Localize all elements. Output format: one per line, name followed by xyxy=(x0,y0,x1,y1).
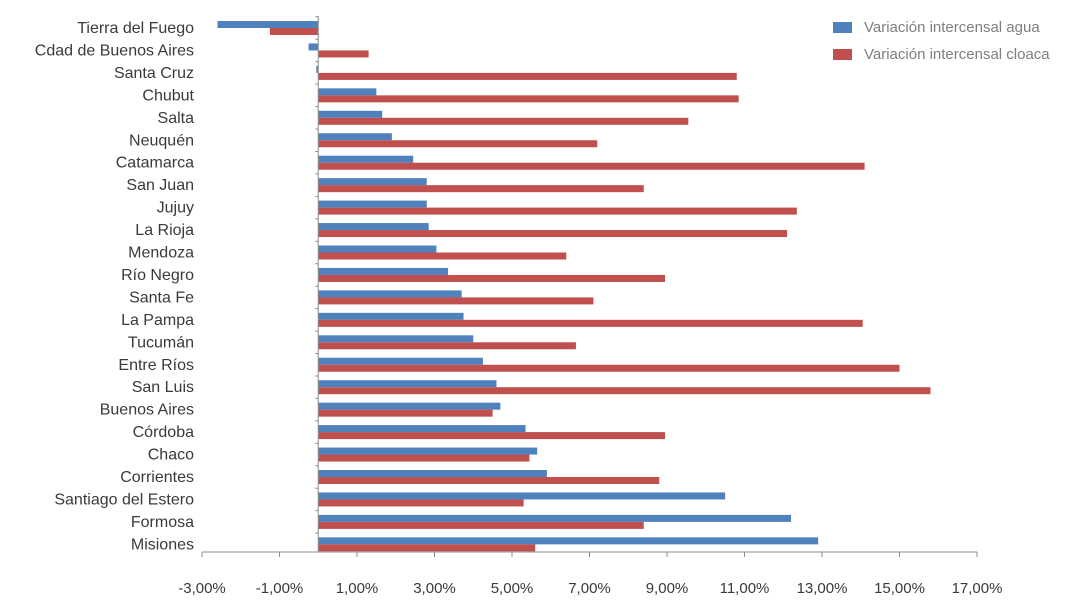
bar-agua-16 xyxy=(318,380,497,388)
bar-agua-1 xyxy=(308,43,319,51)
bar-cloaca-12 xyxy=(318,297,594,305)
bar-cloaca-20 xyxy=(318,477,660,484)
x-tick-label: 11,00% xyxy=(720,580,770,597)
category-label: Tucumán xyxy=(128,334,194,351)
bar-agua-0 xyxy=(217,21,319,28)
bar-cloaca-18 xyxy=(318,432,666,440)
bar-agua-20 xyxy=(318,470,547,477)
category-label: Tierra del Fuego xyxy=(77,20,194,37)
bar-cloaca-14 xyxy=(318,342,576,350)
category-label: San Juan xyxy=(126,177,194,194)
bars-group xyxy=(217,21,931,552)
legend: Variación intercensal agua Variación inte… xyxy=(833,19,1050,63)
bar-cloaca-7 xyxy=(318,185,644,193)
bar-agua-14 xyxy=(318,335,474,343)
category-label: Chaco xyxy=(148,447,194,464)
bar-agua-15 xyxy=(318,357,483,365)
bar-cloaca-0 xyxy=(269,28,319,35)
bar-agua-3 xyxy=(318,88,377,96)
bar-agua-7 xyxy=(318,178,427,186)
bar-cloaca-16 xyxy=(318,387,931,395)
category-label: Neuquén xyxy=(129,132,194,149)
category-label: Misiones xyxy=(131,536,194,553)
bar-cloaca-21 xyxy=(318,499,524,507)
bar-agua-23 xyxy=(318,537,819,545)
category-label: Santiago del Estero xyxy=(54,491,194,508)
category-label: San Luis xyxy=(132,379,194,396)
bar-cloaca-10 xyxy=(318,252,567,260)
bar-agua-2 xyxy=(316,65,319,73)
x-tick-label: -3,00% xyxy=(178,580,226,597)
bar-cloaca-23 xyxy=(318,544,536,552)
category-label: Catamarca xyxy=(116,155,194,172)
bar-cloaca-13 xyxy=(318,319,863,327)
bar-agua-21 xyxy=(318,492,726,500)
x-tick-label: 5,00% xyxy=(491,580,534,597)
bar-cloaca-2 xyxy=(318,72,737,80)
bar-agua-8 xyxy=(318,200,427,208)
bar-agua-6 xyxy=(318,155,414,163)
bar-agua-9 xyxy=(318,223,429,231)
legend-swatch-cloaca xyxy=(833,49,852,60)
bar-agua-5 xyxy=(318,133,392,141)
x-tick-label: 3,00% xyxy=(413,580,456,597)
bar-cloaca-17 xyxy=(318,409,493,417)
legend-label-agua: Variación intercensal agua xyxy=(864,19,1040,36)
category-label: Río Negro xyxy=(121,267,194,284)
bar-cloaca-22 xyxy=(318,521,644,529)
bar-cloaca-15 xyxy=(318,364,900,372)
bar-agua-19 xyxy=(318,447,538,455)
bar-cloaca-1 xyxy=(318,50,369,58)
category-label: Formosa xyxy=(131,514,194,531)
bar-agua-17 xyxy=(318,402,501,410)
bar-cloaca-8 xyxy=(318,207,797,215)
bar-cloaca-3 xyxy=(318,95,739,103)
bar-agua-12 xyxy=(318,290,462,298)
category-label: La Rioja xyxy=(135,222,194,239)
bar-agua-10 xyxy=(318,245,437,253)
category-label: Santa Cruz xyxy=(114,65,194,82)
bar-agua-22 xyxy=(318,514,791,522)
axes-group xyxy=(201,16,978,557)
x-tick-label: 9,00% xyxy=(646,580,689,597)
category-label: Mendoza xyxy=(128,245,194,262)
category-label: Buenos Aires xyxy=(100,402,194,419)
bar-cloaca-19 xyxy=(318,454,530,462)
bar-agua-11 xyxy=(318,267,449,275)
legend-swatch-agua xyxy=(833,22,852,33)
x-tick-label: 1,00% xyxy=(336,580,379,597)
category-label: Jujuy xyxy=(157,200,194,217)
x-tick-label: 17,00% xyxy=(952,580,1003,597)
category-labels: Tierra del Fuego Cdad de Buenos Aires Sant… xyxy=(35,20,195,553)
category-label: Chubut xyxy=(142,87,194,104)
category-label: Salta xyxy=(158,110,195,127)
category-label: Entre Ríos xyxy=(118,357,194,374)
legend-label-cloaca: Variación intercensal cloaca xyxy=(864,46,1050,63)
category-label: Corrientes xyxy=(120,469,194,486)
bar-cloaca-9 xyxy=(318,230,788,238)
bar-agua-4 xyxy=(318,110,383,118)
category-label: La Pampa xyxy=(121,312,194,329)
category-label: Cdad de Buenos Aires xyxy=(35,42,194,59)
x-tick-label: 7,00% xyxy=(568,580,611,597)
bar-cloaca-11 xyxy=(318,274,666,282)
x-tick-label: 13,00% xyxy=(797,580,848,597)
x-tick-label: -1,00% xyxy=(256,580,304,597)
bar-cloaca-6 xyxy=(318,162,865,170)
category-label: Córdoba xyxy=(133,424,194,441)
bar-cloaca-5 xyxy=(318,140,598,148)
bar-cloaca-4 xyxy=(318,117,689,125)
x-tick-label: 15,00% xyxy=(874,580,925,597)
tick-labels: -3,00% -1,00% 1,00% 3,00% 5,00% 7,00% 9,00% 11,… xyxy=(178,580,1002,597)
bar-agua-13 xyxy=(318,312,464,320)
bar-agua-18 xyxy=(318,425,526,433)
category-label: Santa Fe xyxy=(129,289,194,306)
